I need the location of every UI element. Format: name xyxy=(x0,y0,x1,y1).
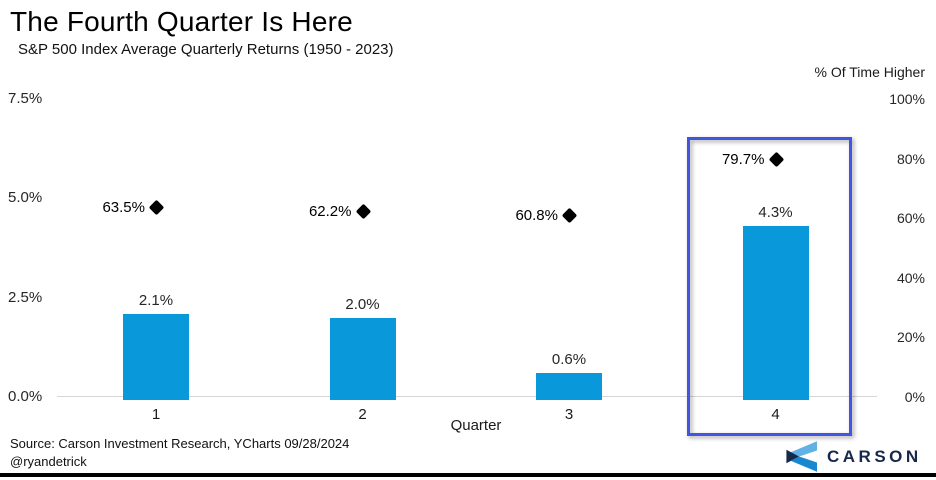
logo-light-blue-shape xyxy=(790,441,817,457)
diamond-icon xyxy=(355,203,371,220)
chart-title: The Fourth Quarter Is Here xyxy=(10,6,353,37)
x-axis-label-quarter-1: 1 xyxy=(151,406,161,423)
author-handle: @ryandetrick xyxy=(10,454,87,469)
x-axis-label-quarter-2: 2 xyxy=(358,406,367,423)
bar-quarter-3 xyxy=(536,373,602,400)
bar-value-label: 0.6% xyxy=(551,351,587,369)
carson-logo-text: CARSON xyxy=(827,447,922,466)
right-axis-tick: 80% xyxy=(896,150,925,167)
right-axis-tick: 0% xyxy=(904,389,925,405)
bar-value-label: 2.1% xyxy=(138,291,174,309)
diamond-icon xyxy=(768,151,784,168)
carson-logo: CARSON xyxy=(783,441,922,472)
pct-time-higher-label: 63.5% xyxy=(102,199,145,217)
pct-time-higher-label: 79.7% xyxy=(721,150,765,168)
right-axis-tick: 60% xyxy=(896,210,925,227)
bar-value-label: 4.3% xyxy=(758,204,793,222)
right-axis-tick: 40% xyxy=(896,269,925,286)
x-axis-label-quarter-3: 3 xyxy=(564,406,574,423)
bar-quarter-1 xyxy=(123,313,189,400)
right-axis-title: % Of Time Higher xyxy=(814,64,925,80)
pct-time-higher-label: 62.2% xyxy=(308,203,352,221)
left-axis-tick: 2.5% xyxy=(8,288,43,306)
source-text: Source: Carson Investment Research, YCha… xyxy=(10,436,350,451)
x-axis-line xyxy=(57,396,877,397)
pct-time-higher-marker: 62.2% xyxy=(249,203,371,221)
pct-time-higher-marker: 79.7% xyxy=(662,150,784,168)
chart-subtitle: S&P 500 Index Average Quarterly Returns … xyxy=(18,41,394,58)
pct-time-higher-marker: 60.8% xyxy=(455,207,578,225)
left-axis-tick: 5.0% xyxy=(8,189,43,207)
footer-divider xyxy=(0,473,936,477)
logo-blue-shape xyxy=(790,456,817,472)
left-axis-tick: 7.5% xyxy=(8,90,43,107)
x-axis-title: Quarter xyxy=(450,417,502,434)
x-axis-label-quarter-4: 4 xyxy=(771,406,780,423)
carson-logo-icon xyxy=(786,441,817,472)
bar-quarter-2 xyxy=(329,317,396,400)
bar-value-label: 2.0% xyxy=(345,295,380,313)
logo-navy-shape xyxy=(786,449,800,464)
diamond-icon xyxy=(148,199,165,216)
bar-quarter-4 xyxy=(742,226,809,400)
pct-time-higher-label: 60.8% xyxy=(515,207,558,225)
diamond-icon xyxy=(561,208,578,224)
right-axis-tick: 100% xyxy=(889,91,925,107)
left-axis-tick: 0.0% xyxy=(8,388,43,405)
right-axis-tick: 20% xyxy=(896,329,925,346)
pct-time-higher-marker: 63.5% xyxy=(42,199,165,217)
